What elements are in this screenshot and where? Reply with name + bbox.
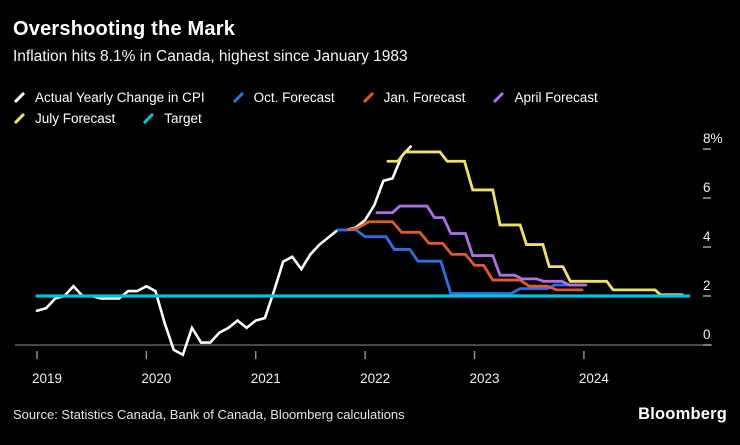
x-tick-label: 2020 [141, 371, 171, 386]
y-tick-label: 6 [703, 180, 711, 195]
legend-label: Actual Yearly Change in CPI [35, 90, 205, 105]
y-tick-label: 2 [703, 278, 711, 293]
page-title: Overshooting the Mark [13, 18, 236, 40]
legend-item-july-forecast: July Forecast [13, 111, 115, 126]
series-line-oct-forecast [336, 228, 584, 295]
legend-label: Target [164, 111, 202, 126]
legend-row: July Forecast Target [13, 108, 625, 129]
x-tick-label: 2022 [360, 371, 390, 386]
series-line-jan-forecast [347, 220, 584, 292]
legend-label: Jan. Forecast [383, 90, 466, 105]
x-tick-label: 2019 [32, 371, 62, 386]
series-line-actual-yearly-change-in-cpi [35, 145, 413, 357]
legend-label: July Forecast [35, 111, 116, 126]
legend-item-april-forecast: April Forecast [492, 90, 598, 105]
legend-item-jan-forecast: Jan. Forecast [362, 90, 466, 105]
legend-label: April Forecast [514, 90, 598, 105]
series-line-april-forecast [375, 204, 588, 287]
chart-subtitle: Inflation hits 8.1% in Canada, highest s… [13, 48, 408, 65]
y-tick-label: 0 [703, 327, 711, 342]
chart-header: Overshooting the Mark Inflation hits 8.1… [13, 18, 408, 66]
source-line: Source: Statistics Canada, Bank of Canad… [13, 407, 405, 422]
chart-legend: Actual Yearly Change in CPI Oct. Forecast… [13, 87, 625, 129]
y-tick-label: 4 [703, 229, 711, 244]
legend-item-actual-yearly-change-in-cpi: Actual Yearly Change in CPI [13, 90, 205, 105]
legend-row: Actual Yearly Change in CPI Oct. Forecast… [13, 87, 625, 108]
x-tick-label: 2024 [579, 371, 610, 386]
x-tick-label: 2021 [251, 371, 281, 386]
x-tick-label: 2023 [469, 371, 499, 386]
bloomberg-logo: Bloomberg [638, 405, 727, 423]
legend-label: Oct. Forecast [253, 90, 335, 105]
legend-item-target: Target [142, 111, 202, 126]
series-line-july-forecast [386, 150, 684, 297]
y-tick-label: 8% [703, 131, 723, 146]
legend-item-oct-forecast: Oct. Forecast [232, 90, 335, 105]
